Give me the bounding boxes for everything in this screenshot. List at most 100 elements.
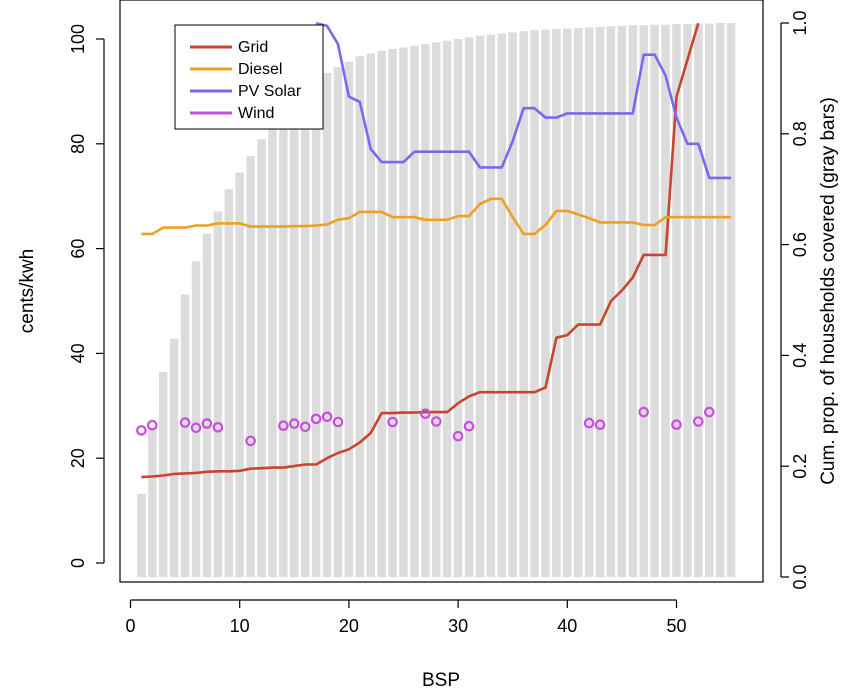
wind-point-15 — [288, 418, 300, 429]
legend-label-wind: Wind — [238, 105, 274, 122]
gray-bar-34 — [497, 33, 506, 577]
series-layer — [136, 22, 732, 479]
gray-bar-55 — [726, 23, 736, 577]
gray-bar-42 — [584, 27, 594, 577]
gray-bar-26 — [410, 45, 419, 577]
gray-bar-21 — [355, 56, 365, 577]
x-tick-label-30: 30 — [448, 616, 468, 636]
gray-bar-18 — [322, 72, 332, 578]
gray-bar-43 — [595, 26, 605, 577]
x-tick-label-20: 20 — [339, 616, 359, 636]
gray-bar-22 — [366, 53, 375, 577]
wind-point-31 — [463, 420, 475, 432]
gray-bar-1 — [137, 493, 146, 577]
gray-bar-15 — [290, 89, 299, 577]
y-tick-label-100: 100 — [68, 24, 88, 54]
gray-bar-46 — [628, 25, 638, 577]
gray-bar-4 — [169, 338, 179, 577]
wind-point-52 — [692, 416, 704, 427]
gray-bar-24 — [388, 49, 397, 577]
gray-bar-39 — [552, 29, 561, 578]
gray-bar-40 — [563, 28, 572, 577]
wind-point-19 — [332, 416, 344, 428]
gray-bar-48 — [650, 24, 659, 577]
grid-line — [141, 22, 700, 479]
wind-point-42 — [583, 417, 595, 429]
wind-point-43 — [594, 419, 606, 430]
wind-point-17 — [310, 413, 322, 425]
gray-bar-36 — [519, 31, 528, 578]
gray-bar-27 — [421, 44, 430, 578]
gray-bar-6 — [191, 261, 201, 577]
gray-bar-19 — [333, 67, 343, 578]
y2-tick-label-2: 0.4 — [790, 343, 810, 368]
y-tick-label-0: 0 — [68, 558, 88, 568]
axes-layer: 0 10 20 30 40 50 0 20 40 60 80 100 0.0 0.2 0.4 0.6 0.8 1.… — [68, 10, 810, 636]
y-tick-label-40: 40 — [68, 343, 88, 363]
wind-point-16 — [299, 421, 311, 433]
gray-bar-10 — [235, 172, 244, 577]
y2-tick-label-3: 0.6 — [790, 232, 810, 257]
gray-bar-52 — [694, 23, 703, 578]
gray-bar-2 — [148, 427, 157, 577]
gray-bar-51 — [683, 24, 692, 578]
wind-point-7 — [201, 418, 213, 429]
wind-point-11 — [245, 435, 256, 447]
gray-bar-35 — [508, 32, 517, 577]
gray-bar-30 — [453, 39, 463, 578]
gray-bar-17 — [311, 78, 321, 578]
wind-point-14 — [278, 420, 289, 431]
y2-tick-label-4: 0.8 — [790, 121, 810, 146]
gray-bar-29 — [442, 40, 452, 577]
gray-bar-50 — [672, 24, 681, 578]
gray-bar-53 — [705, 23, 714, 578]
gray-bar-47 — [639, 25, 648, 577]
wind-point-5 — [179, 417, 191, 428]
gray-bar-49 — [661, 24, 670, 577]
gray-bar-54 — [715, 23, 725, 577]
gray-bar-16 — [301, 83, 310, 578]
x-tick-label-50: 50 — [666, 616, 686, 636]
y2-axis-title: Cum. prop. of households covered (gray b… — [818, 97, 839, 485]
y-axis-title: cents/kwh — [17, 249, 38, 333]
wind-point-53 — [703, 406, 715, 418]
gray-bar-31 — [464, 37, 474, 577]
wind-point-18 — [321, 411, 333, 423]
y-tick-label-20: 20 — [68, 448, 88, 468]
y2-tick-label-1: 0.2 — [790, 454, 810, 479]
wind-point-2 — [147, 419, 158, 431]
gray-bar-8 — [213, 211, 223, 577]
gray-bar-28 — [432, 42, 441, 577]
x-tick-label-0: 0 — [125, 616, 135, 636]
wind-point-8 — [212, 421, 224, 433]
gray-bar-33 — [486, 34, 496, 578]
gray-bar-41 — [574, 28, 583, 577]
gray-bar-13 — [268, 122, 277, 577]
wind-point-24 — [387, 416, 398, 428]
y-tick-label-60: 60 — [68, 239, 88, 259]
pv-solar-line — [315, 22, 732, 180]
x-axis-title: BSP — [422, 670, 460, 691]
gray-bar-20 — [344, 61, 354, 578]
gray-bar-14 — [279, 103, 288, 578]
gray-bar-23 — [377, 50, 386, 577]
legend: Grid Diesel PV Solar Wind — [174, 24, 324, 130]
wind-point-6 — [190, 422, 202, 434]
gray-bar-32 — [475, 35, 485, 577]
diesel-line — [141, 197, 732, 236]
gray-bar-37 — [530, 30, 539, 577]
plot-frame — [119, 0, 764, 583]
gray-bar-5 — [180, 294, 190, 577]
wind-point-27 — [419, 408, 431, 419]
wind-point-50 — [671, 419, 682, 430]
y2-tick-label-5: 1.0 — [790, 10, 810, 35]
wind-point-47 — [638, 406, 649, 418]
gray-bar-11 — [246, 156, 255, 577]
y-tick-label-80: 80 — [68, 134, 88, 154]
gray-bar-12 — [257, 139, 266, 578]
x-tick-label-40: 40 — [557, 616, 577, 636]
legend-label-pv-solar: PV Solar — [238, 83, 302, 100]
gray-bar-25 — [399, 47, 408, 577]
gray-bar-45 — [617, 25, 627, 578]
